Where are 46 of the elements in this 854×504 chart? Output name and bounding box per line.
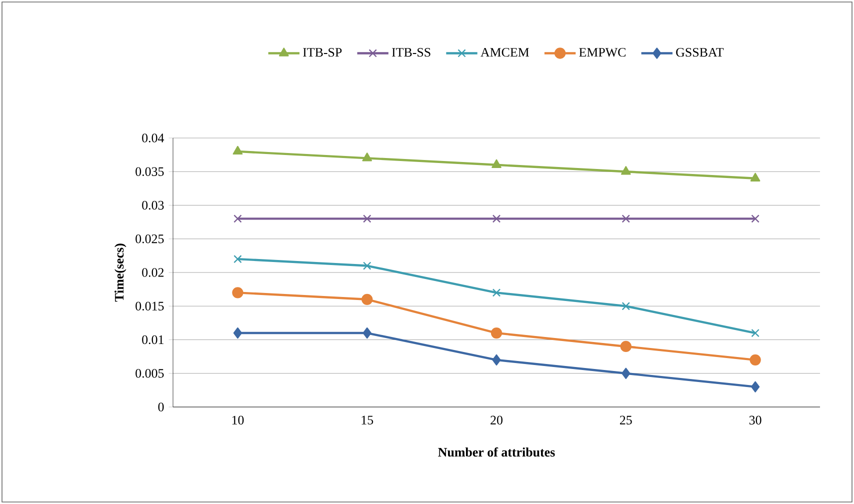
- point: [362, 327, 372, 339]
- point: [362, 214, 372, 223]
- point: [620, 166, 631, 175]
- y-tick-label: 0.01: [142, 335, 164, 344]
- point: [492, 214, 501, 223]
- y-tick-label: 0.02: [142, 268, 164, 277]
- point: [751, 328, 760, 338]
- point: [750, 354, 761, 366]
- y-tick-label: 0: [158, 402, 164, 412]
- point: [492, 354, 501, 366]
- point: [233, 327, 242, 339]
- x-axis-title: Number of attributes: [438, 447, 555, 457]
- point: [232, 146, 243, 155]
- y-axis-title: Time(secs): [114, 244, 126, 302]
- point: [492, 288, 501, 297]
- point: [750, 172, 760, 182]
- x-tick-label: 25: [620, 416, 632, 424]
- y-tick-label: 0.03: [142, 200, 164, 210]
- x-tick-label: 30: [749, 416, 762, 425]
- point: [750, 381, 760, 392]
- y-tick-label: 0.025: [136, 234, 164, 244]
- y-tick-label: 0.04: [142, 134, 164, 142]
- point: [362, 294, 373, 305]
- legend-label: ITB-SP: [303, 48, 342, 57]
- point: [232, 287, 244, 298]
- legend-label: GSSBAT: [676, 48, 724, 57]
- legend-label: ITB-SS: [392, 48, 430, 57]
- point: [234, 254, 242, 264]
- y-tick-label: 0.015: [136, 302, 164, 311]
- point: [751, 214, 760, 223]
- x-tick-label: 20: [490, 416, 502, 425]
- y-tick-label: 0.005: [136, 368, 164, 378]
- x-tick-label: 15: [362, 416, 374, 424]
- point: [362, 262, 372, 270]
- legend-label: EMPWC: [579, 48, 626, 57]
- y-tick-label: 0.035: [136, 167, 164, 176]
- point: [622, 368, 630, 379]
- point: [622, 214, 630, 223]
- point: [620, 340, 632, 352]
- point: [234, 214, 242, 223]
- x-tick-label: 10: [232, 416, 244, 425]
- point: [362, 152, 372, 162]
- legend-label: AMCEM: [480, 48, 529, 57]
- point: [492, 159, 502, 168]
- point: [490, 327, 502, 339]
- point: [622, 302, 630, 310]
